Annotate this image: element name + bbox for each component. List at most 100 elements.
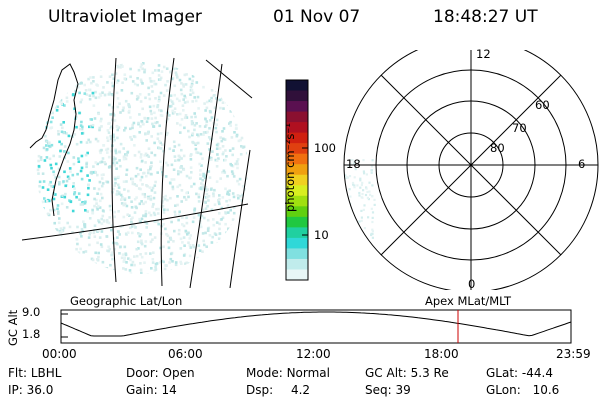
emission-pixel (140, 80, 143, 84)
emission-pixel (143, 117, 147, 120)
emission-pixel (100, 222, 104, 225)
emission-pixel (241, 129, 244, 132)
emission-pixel (363, 227, 366, 230)
emission-pixel (150, 164, 153, 168)
emission-pixel (126, 213, 129, 216)
emission-pixel (229, 120, 232, 124)
emission-pixel (368, 190, 371, 193)
emission-pixel (38, 190, 41, 194)
emission-pixel (71, 231, 74, 234)
emission-pixel (124, 153, 127, 156)
emission-pixel (205, 245, 208, 248)
emission-pixel (206, 218, 210, 222)
emission-pixel (102, 144, 106, 147)
emission-pixel (153, 213, 157, 217)
emission-pixel (146, 171, 150, 175)
emission-pixel (123, 77, 127, 80)
emission-pixel (169, 276, 172, 279)
emission-pixel (234, 262, 237, 265)
emission-pixel (97, 204, 100, 208)
emission-pixel (207, 199, 210, 202)
emission-pixel (138, 113, 141, 116)
emission-pixel (177, 170, 180, 173)
emission-pixel (153, 236, 157, 239)
emission-pixel (163, 197, 167, 201)
emission-pixel (89, 231, 92, 234)
emission-pixel (106, 139, 110, 142)
emission-pixel (218, 261, 221, 265)
emission-pixel (72, 270, 76, 274)
emission-pixel (138, 234, 142, 238)
emission-pixel (358, 229, 361, 233)
emission-pixel (150, 151, 153, 155)
emission-pixel (139, 178, 142, 182)
emission-pixel (371, 184, 374, 187)
emission-pixel (132, 121, 136, 125)
emission-pixel (205, 265, 208, 269)
emission-pixel (210, 208, 214, 212)
emission-pixel (242, 209, 245, 212)
emission-pixel (135, 196, 138, 199)
emission-pixel (152, 202, 155, 206)
emission-pixel (226, 241, 230, 244)
emission-pixel (195, 142, 198, 145)
emission-pixel (152, 79, 156, 83)
emission-pixel (93, 204, 96, 208)
emission-pixel (40, 68, 43, 72)
emission-pixel (241, 242, 245, 245)
emission-pixel (214, 126, 218, 130)
emission-pixel (182, 236, 186, 239)
emission-pixel (359, 186, 362, 189)
emission-pixel (167, 240, 170, 244)
emission-pixel (127, 196, 131, 199)
emission-pixel (169, 70, 172, 74)
emission-pixel (49, 120, 53, 124)
emission-pixel (241, 110, 245, 114)
emission-pixel (80, 166, 84, 170)
emission-pixel (158, 140, 161, 143)
emission-pixel (159, 76, 163, 80)
emission-pixel (172, 178, 176, 181)
emission-pixel (48, 183, 51, 186)
emission-pixel (173, 84, 177, 88)
emission-pixel (221, 196, 225, 199)
emission-pixel (75, 195, 78, 199)
emission-pixel (232, 175, 236, 178)
emission-pixel (91, 208, 94, 212)
emission-pixel (111, 93, 115, 97)
emission-pixel (234, 71, 238, 74)
emission-pixel (170, 163, 174, 167)
emission-pixel (49, 163, 53, 167)
emission-pixel (183, 195, 186, 199)
emission-pixel (77, 192, 81, 195)
colorbar-tick: 10 (314, 228, 329, 242)
emission-pixel (162, 211, 166, 214)
emission-pixel (150, 161, 153, 164)
emission-pixel (45, 110, 49, 113)
emission-pixel (212, 270, 216, 273)
emission-pixel (99, 243, 103, 246)
emission-pixel (182, 98, 185, 101)
emission-pixel (185, 116, 189, 119)
emission-pixel (113, 138, 116, 142)
emission-pixel (138, 93, 142, 96)
emission-pixel (138, 202, 142, 206)
emission-pixel (168, 114, 171, 117)
emission-pixel (88, 179, 91, 182)
emission-pixel (106, 129, 110, 132)
emission-pixel (218, 197, 221, 201)
emission-pixel (142, 62, 145, 65)
emission-pixel (217, 157, 220, 160)
emission-pixel (183, 94, 186, 98)
emission-pixel (40, 115, 44, 119)
emission-pixel (136, 83, 139, 87)
emission-pixel (113, 176, 117, 179)
emission-pixel (180, 189, 184, 192)
emission-pixel (58, 217, 61, 220)
emission-pixel (222, 151, 225, 154)
emission-pixel (157, 74, 161, 77)
colorbar-band (286, 132, 308, 144)
emission-pixel (86, 261, 90, 264)
emission-pixel (216, 256, 219, 260)
emission-pixel (152, 196, 156, 200)
